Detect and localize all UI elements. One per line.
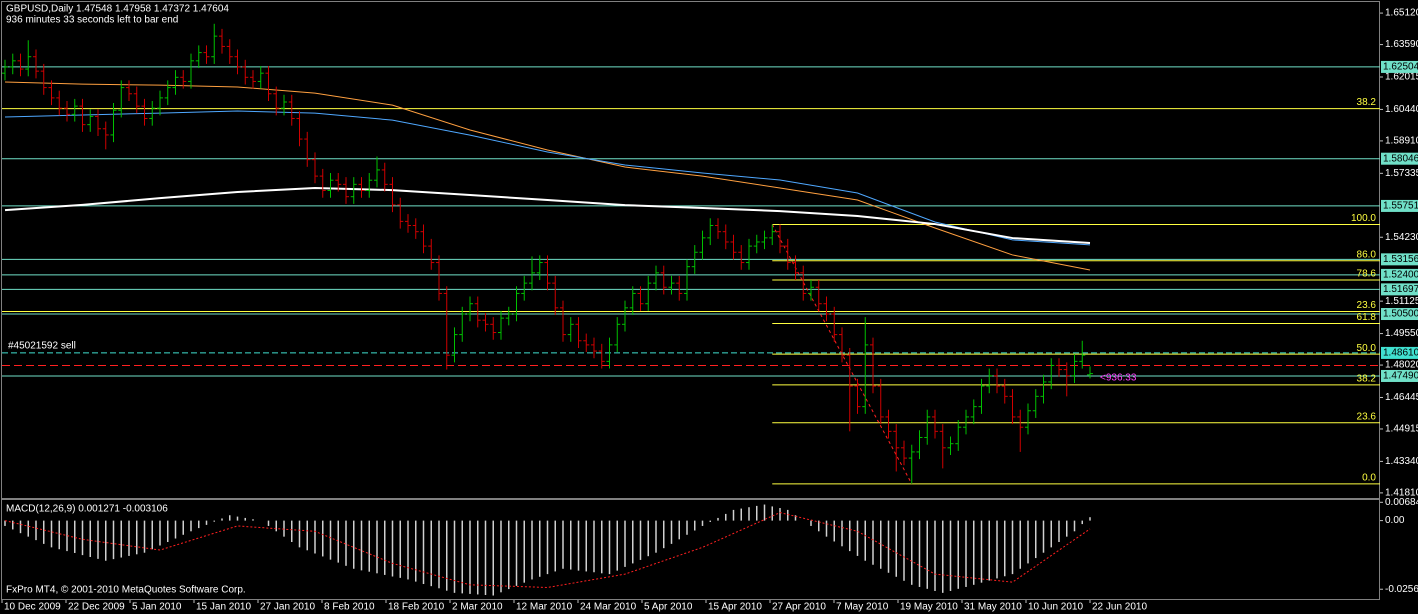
level-price-box (1381, 283, 1418, 296)
x-tick-label: 18 Feb 2010 (388, 602, 445, 613)
y-tick-label: 1.58910 (1385, 136, 1418, 147)
x-tick-label: 19 May 2010 (900, 602, 958, 613)
countdown: <936:33 (1100, 373, 1137, 384)
level-price-label: 1.55751 (1383, 201, 1418, 212)
level-price-label: 1.50500 (1383, 309, 1418, 320)
fib-label: 86.0 (1357, 249, 1377, 260)
level-price-box (1381, 199, 1418, 212)
copyright: FxPro MT4, © 2001-2010 MetaQuotes Softwa… (6, 585, 246, 596)
y-tick-label: -0.02565 (1385, 584, 1418, 595)
level-price-box (1381, 369, 1418, 382)
x-tick-label: 15 Apr 2010 (708, 602, 762, 613)
x-tick-label: 5 Jan 2010 (132, 602, 182, 613)
level-price-label: 1.53156 (1383, 254, 1418, 265)
x-tick-label: 27 Jan 2010 (260, 602, 315, 613)
y-tick-label: 1.41810 (1385, 488, 1418, 499)
y-tick-label: 1.51125 (1385, 296, 1418, 307)
x-tick-label: 12 Mar 2010 (516, 602, 573, 613)
fib-label: 61.8 (1357, 312, 1377, 323)
moving-average (4, 187, 1091, 244)
x-tick-label: 24 Mar 2010 (580, 602, 637, 613)
fib-label: 50.0 (1357, 343, 1377, 354)
moving-average (4, 110, 1091, 246)
x-tick-label: 15 Jan 2010 (196, 602, 251, 613)
fib-label: 38.2 (1357, 373, 1377, 384)
macd-frame (1, 499, 1380, 600)
fib-label: 78.6 (1357, 269, 1377, 280)
x-tick-label: 22 Jun 2010 (1092, 602, 1147, 613)
bar-countdown-header: 936 minutes 33 seconds left to bar end (6, 15, 178, 26)
level-price-label: 1.52400 (1383, 270, 1418, 281)
x-tick-label: 31 May 2010 (964, 602, 1022, 613)
level-price-box (1381, 152, 1418, 165)
y-tick-label: 1.44915 (1385, 424, 1418, 435)
x-tick-label: 7 May 2010 (836, 602, 889, 613)
fib-label: 38.2 (1357, 97, 1377, 108)
macd-signal (4, 512, 1091, 588)
level-price-box (1381, 308, 1418, 321)
level-price-box (1381, 253, 1418, 266)
fib-label: 0.0 (1362, 472, 1376, 483)
level-price-label: 1.58046 (1383, 153, 1418, 164)
y-tick-label: 1.48020 (1385, 360, 1418, 371)
fib-label: 23.6 (1357, 411, 1377, 422)
order-price-box (1381, 346, 1418, 359)
level-price-label: 1.47490 (1383, 371, 1418, 382)
y-tick-label: 1.65120 (1385, 8, 1418, 19)
fib-label: 23.6 (1357, 300, 1377, 311)
main-frame (1, 1, 1380, 499)
x-tick-label: 27 Apr 2010 (772, 602, 826, 613)
macd-title: MACD(12,26,9) 0.001271 -0.003106 (6, 504, 168, 515)
x-tick-label: 10 Jun 2010 (1028, 602, 1083, 613)
order-price-label: 1.48610 (1383, 348, 1418, 359)
y-tick-label: 1.43340 (1385, 456, 1418, 467)
level-price-box (1381, 268, 1418, 281)
x-tick-label: 10 Dec 2009 (4, 602, 61, 613)
y-tick-label: 1.49550 (1385, 328, 1418, 339)
moving-average (4, 81, 1091, 271)
x-tick-label: 5 Apr 2010 (644, 602, 693, 613)
x-tick-label: 22 Dec 2009 (68, 602, 125, 613)
y-tick-label: 1.57335 (1385, 168, 1418, 179)
level-price-box (1381, 60, 1418, 73)
fib-label: 100.0 (1351, 213, 1376, 224)
x-tick-label: 2 Mar 2010 (452, 602, 503, 613)
y-tick-label: 1.60440 (1385, 104, 1418, 115)
symbol-header: GBPUSD,Daily 1.47548 1.47958 1.47372 1.4… (6, 4, 229, 15)
y-tick-label: 1.62015 (1385, 72, 1418, 83)
x-tick-label: 8 Feb 2010 (324, 602, 375, 613)
y-tick-label: 0.00684 (1385, 497, 1418, 508)
y-tick-label: 1.54230 (1385, 232, 1418, 243)
level-price-label: 1.62504 (1383, 62, 1418, 73)
y-tick-label: 1.46445 (1385, 392, 1418, 403)
y-tick-label: 0.00 (1385, 515, 1405, 526)
y-tick-label: 1.63590 (1385, 39, 1418, 50)
level-price-label: 1.51697 (1383, 284, 1418, 295)
order-label: #45021592 sell (8, 341, 76, 352)
